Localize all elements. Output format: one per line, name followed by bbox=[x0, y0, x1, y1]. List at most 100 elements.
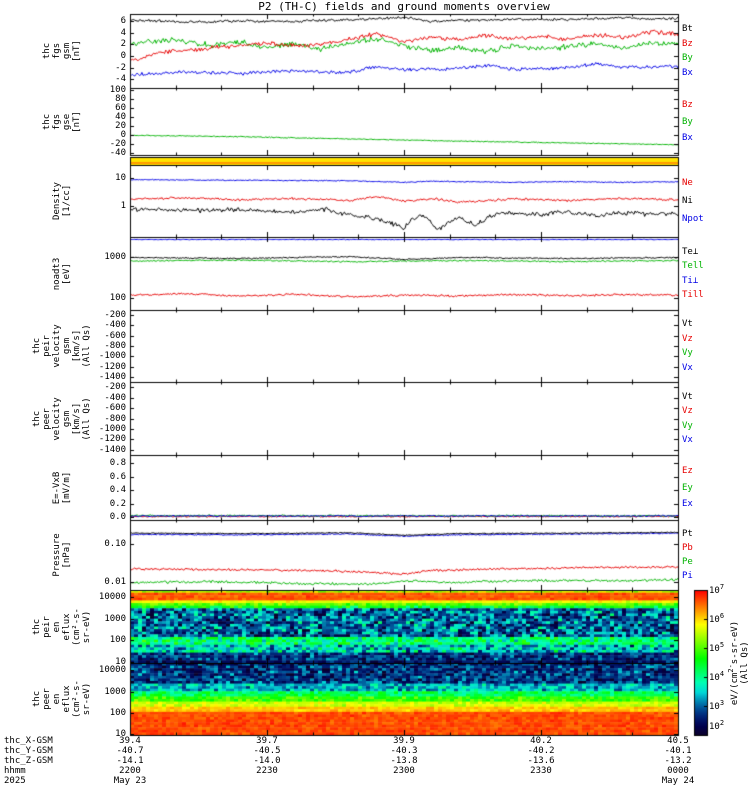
ylabel-temp: noadt3 [eV] bbox=[52, 257, 72, 290]
ytick-label-vi: -1400 bbox=[98, 371, 126, 382]
ytick-label-fgs_gse: 80 bbox=[115, 94, 126, 105]
ytick-label-fgs_gsm: -4 bbox=[115, 74, 126, 85]
colorbar-unit-label: eV/(cm2-s-sr-eV) (All Qs) bbox=[727, 620, 750, 705]
trace-label-Vz: Vz bbox=[682, 406, 693, 417]
trace-label-Vt: Vt bbox=[682, 319, 693, 330]
xtick-value: -40.2 bbox=[527, 746, 555, 756]
plot-title: P2 (TH-C) fields and ground moments over… bbox=[258, 0, 550, 13]
ytick-label-fgs_gse: 20 bbox=[115, 120, 126, 131]
ylabel-pressure: Pressure [nPa] bbox=[52, 533, 72, 577]
xtick-value: 2200 bbox=[119, 766, 141, 776]
colorbar-tick-label: 102 bbox=[709, 719, 725, 733]
ytick-label-ve: -600 bbox=[104, 403, 126, 414]
trace-label-Bx: Bx bbox=[682, 133, 693, 144]
trace-label-Pt: Pt bbox=[682, 529, 693, 539]
xtick-value: 39.4 bbox=[119, 736, 141, 746]
trace-label-Ne: Ne bbox=[682, 178, 693, 188]
trace-label-Vt: Vt bbox=[682, 391, 693, 402]
ytick-label-ispec: 10 bbox=[115, 657, 126, 667]
ytick-label-vi: -1200 bbox=[98, 361, 126, 372]
ytick-label-espec: 10 bbox=[115, 729, 126, 740]
xtick-value: 0000 bbox=[667, 766, 689, 776]
trace-label-Ex: Ex bbox=[682, 498, 693, 509]
trace-label-Vx: Vx bbox=[682, 362, 693, 373]
xtick-value: -40.3 bbox=[390, 746, 418, 756]
ytick-label-fgs_gsm: 0 bbox=[120, 50, 126, 61]
ylabel-efield: E=-VxB [mV/m] bbox=[52, 471, 72, 504]
date-label-right: May 24 bbox=[661, 776, 695, 786]
bottom-row-label: thc_Z-GSM bbox=[4, 756, 53, 766]
ytick-label-efield: 0.4 bbox=[109, 485, 126, 496]
ylabel-vi: thc peir velocity gsm [km/s] (All Qs) bbox=[32, 324, 92, 368]
ytick-label-espec: 100 bbox=[109, 707, 126, 718]
xtick-value: 39.9 bbox=[393, 736, 415, 746]
year-label: 2025 bbox=[4, 776, 26, 786]
xtick-value: 39.7 bbox=[256, 736, 278, 746]
trace-label-Te⊥: Te⊥ bbox=[682, 246, 699, 257]
ytick-label-fgs_gse: -20 bbox=[109, 138, 126, 149]
ytick-label-ve: -1200 bbox=[98, 434, 126, 445]
ytick-label-fgs_gse: 40 bbox=[115, 112, 126, 123]
ytick-label-fgs_gsm: -2 bbox=[115, 62, 126, 73]
ytick-label-fgs_gsm: 4 bbox=[120, 27, 126, 38]
ytick-label-temp: 1000 bbox=[104, 251, 126, 262]
ytick-label-fgs_gse: -40 bbox=[109, 147, 126, 158]
xtick-value: -13.2 bbox=[664, 756, 692, 766]
trace-label-Vz: Vz bbox=[682, 333, 693, 344]
trace-label-Vy: Vy bbox=[682, 420, 693, 431]
trace-label-Ti⊥: Ti⊥ bbox=[682, 275, 699, 286]
ylabel-fgs_gsm: thc fgs gsm [nT] bbox=[42, 40, 82, 62]
xtick-value: 2330 bbox=[530, 766, 552, 776]
trace-label-Vy: Vy bbox=[682, 348, 693, 359]
trace-label-Ey: Ey bbox=[682, 482, 693, 493]
xtick-value: -40.7 bbox=[116, 746, 144, 756]
xtick-value: -14.1 bbox=[116, 756, 144, 766]
ytick-label-density: 1 bbox=[120, 201, 126, 212]
trace-label-Bz: Bz bbox=[682, 99, 693, 110]
bottom-row-label: thc_X-GSM bbox=[4, 736, 53, 746]
trace-label-Bz: Bz bbox=[682, 38, 693, 49]
trace-label-Vx: Vx bbox=[682, 435, 693, 446]
bottom-row-label: thc_Y-GSM bbox=[4, 746, 53, 756]
colorbar-tick-label: 107 bbox=[709, 583, 725, 597]
ylabel-fgs_gse: thc fgs gse [nT] bbox=[42, 110, 82, 133]
ytick-label-ve: -800 bbox=[104, 413, 126, 424]
ytick-label-pressure: 0.10 bbox=[104, 539, 126, 550]
ylabel-density: Density [1/cc] bbox=[52, 182, 72, 220]
colorbar-tick-label: 105 bbox=[709, 641, 725, 655]
xtick-value: -40.5 bbox=[253, 746, 281, 756]
xtick-value: 2230 bbox=[256, 766, 278, 776]
trace-label-Pb: Pb bbox=[682, 543, 693, 553]
ytick-label-vi: -600 bbox=[104, 330, 126, 341]
colorbar-tick-label: 104 bbox=[709, 670, 725, 684]
trace-label-Pi: Pi bbox=[682, 571, 693, 581]
ylabel-espec: thc peer en eflux (cm²-s- sr-eV) bbox=[32, 680, 92, 718]
ylabel-ispec: thc peir en eflux (cm²-s- sr-eV) bbox=[32, 607, 92, 646]
xtick-value: 2300 bbox=[393, 766, 415, 776]
ytick-label-ve: -400 bbox=[104, 392, 126, 403]
colorbar-tick-label: 103 bbox=[709, 699, 725, 713]
trace-label-Till: Till bbox=[682, 290, 704, 301]
ytick-label-temp: 100 bbox=[109, 292, 126, 303]
trace-label-Bx: Bx bbox=[682, 68, 693, 79]
ytick-label-fgs_gse: 60 bbox=[115, 103, 126, 114]
colorbar-tick-label: 106 bbox=[709, 612, 725, 626]
ytick-label-efield: 0.0 bbox=[109, 512, 126, 523]
xtick-value: 40.5 bbox=[667, 736, 689, 746]
trace-label-Bt: Bt bbox=[682, 23, 693, 34]
ytick-label-efield: 0.6 bbox=[109, 471, 126, 482]
date-label-left: May 23 bbox=[113, 776, 147, 786]
bottom-row-label: hhmm bbox=[4, 766, 26, 776]
xtick-value: -13.8 bbox=[390, 756, 418, 766]
ytick-label-fgs_gsm: 2 bbox=[120, 39, 126, 50]
trace-label-Tell: Tell bbox=[682, 261, 704, 272]
ylabel-ve: thc peer velocity gsm [km/s] (All Qs) bbox=[32, 396, 92, 441]
xtick-value: 40.2 bbox=[530, 736, 552, 746]
ytick-label-fgs_gse: 100 bbox=[109, 85, 126, 96]
ytick-label-ve: -1400 bbox=[98, 444, 126, 455]
trace-label-Pe: Pe bbox=[682, 557, 693, 567]
ytick-label-vi: -800 bbox=[104, 341, 126, 351]
ytick-label-vi: -200 bbox=[104, 310, 126, 321]
